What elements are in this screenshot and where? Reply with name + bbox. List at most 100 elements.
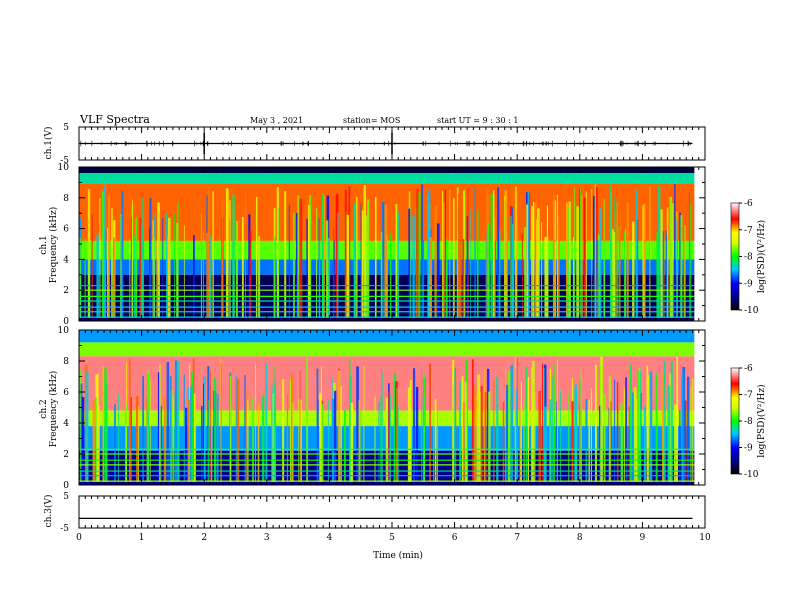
ch1-spectrogram-streak [467, 187, 469, 318]
ch1-spectrogram-streak [225, 188, 229, 318]
ch2-spectrogram-streak [220, 363, 222, 482]
start-time-label: start UT = 9 : 30 : 1 [437, 116, 518, 125]
ch1-spectrogram-streak [316, 208, 318, 318]
ch2-spectrogram-streak [523, 400, 525, 482]
ch1-spectrogram-streak [309, 195, 312, 318]
ch2-spectrogram-streak [275, 369, 276, 482]
ch2-spectrogram-streak [676, 356, 679, 482]
ch1-spectrogram-streak [296, 213, 299, 318]
ch1-spectrogram-streak [521, 233, 523, 318]
ch2-spectrogram-streak [580, 392, 582, 482]
ch1-spectrogram-streak [666, 236, 668, 318]
ch1-spectrogram-streak [614, 212, 617, 318]
ch2-spectrogram-streak [187, 399, 190, 482]
ch2-spectrogram-streak [669, 373, 672, 482]
ch1-spectrogram-streak [683, 226, 685, 318]
ch1-colorbar-tick-label: -8 [744, 253, 753, 263]
ch2-colorbar-tick-label: -8 [744, 417, 753, 427]
ch1-spectrogram-streak [395, 203, 397, 318]
ch2-spectrogram-streak [216, 393, 219, 482]
ch2-channel-label: ch.2 [39, 399, 49, 418]
ch2-spectrogram-streak [616, 381, 619, 482]
ch2-spectrogram-streak [350, 402, 354, 482]
ch2-spectrogram-y-tick-label: 4 [63, 419, 69, 429]
ch1-spectrogram-streak [676, 219, 678, 318]
ch1-spectrogram-streak [514, 186, 518, 318]
ch1-spectrogram-streak [557, 216, 560, 318]
ch1-spectrogram-streak [616, 201, 618, 318]
x-tick-label: 8 [577, 533, 583, 543]
ch2-spectrogram-streak [114, 404, 116, 482]
ch2-spectrogram-streak [684, 400, 687, 482]
ch2-spectrogram-streak [623, 388, 625, 482]
ch1-spectrogram-y-tick-label: 2 [63, 286, 69, 296]
ch1-spectrogram-streak [449, 189, 451, 318]
ch1-spectrogram-streak [510, 216, 512, 318]
ch1-spectrogram-y-tick-label: 4 [63, 255, 69, 265]
ch1-spectrogram-streak [360, 238, 362, 318]
ch2-spectrogram-streak [600, 356, 603, 482]
ch2-spectrogram-streak [343, 410, 346, 482]
ch2-spectrogram-streak [620, 403, 623, 482]
ch2-spectrogram-streak [507, 370, 511, 482]
x-tick-label: 3 [264, 533, 270, 543]
ch2-spectrogram-streak [568, 393, 570, 482]
ch2-spectrogram-streak [389, 394, 391, 482]
ch2-spectrogram-streak [273, 366, 275, 482]
ch1-spectrogram-streak [361, 210, 364, 318]
ch1-spectrogram-streak [344, 189, 347, 318]
ch1-spectrogram-streak [526, 204, 528, 318]
ch1-spectrogram-streak [611, 229, 614, 318]
ch2-spectrogram-streak [486, 368, 490, 482]
ch2-spectrogram-streak [610, 401, 612, 482]
ch2-spectrogram-streak [321, 404, 324, 482]
ch1-spectrogram-streak [200, 215, 203, 318]
ch2-spectrogram-streak [455, 367, 457, 482]
ch1-spectrogram-streak [669, 196, 673, 318]
ch1-spectrogram-streak [166, 213, 168, 318]
ch2-spectrogram-streak [514, 356, 516, 482]
ch1-spectrogram-streak [516, 220, 518, 318]
ch1-voltage-y-tick-label: -5 [60, 156, 69, 166]
ch1-spectrogram-streak [544, 236, 547, 318]
ch2-spectrogram-streak [588, 399, 590, 482]
ch1-spectrogram-streak [660, 209, 663, 318]
ch2-spectrogram-streak [150, 379, 151, 482]
ch2-spectrogram-streak [639, 370, 641, 482]
ch2-spectrogram-streak [542, 363, 543, 482]
ch1-spectrogram-streak [130, 216, 132, 318]
ch1-spectrogram-streak [537, 208, 540, 318]
ch2-spectrogram-streak [118, 393, 119, 482]
ch2-spectrogram-streak [290, 379, 292, 482]
ch2-spectrogram-streak [530, 367, 533, 482]
ch1-spectrogram-streak [532, 201, 535, 318]
ch2-spectrogram-streak [378, 402, 380, 482]
ch2-spectrogram-streak [662, 408, 665, 482]
ch2-spectrogram-streak [142, 376, 145, 482]
ch2-spectrogram-streak [631, 392, 635, 482]
ch1-spectrogram-streak [635, 189, 638, 318]
ch1-spectrogram-streak [643, 203, 646, 318]
station-label: station= MOS [343, 116, 400, 125]
ch1-spectrogram-streak [568, 201, 571, 318]
ch2-spectrogram-streak [236, 378, 240, 482]
ch1-spectrogram-streak [613, 231, 616, 318]
ch2-spectrogram-streak [637, 369, 640, 482]
ch2-spectrogram-streak [690, 386, 692, 482]
ch1-spectrogram-streak [132, 199, 134, 318]
ch1-spectrogram-streak [531, 205, 533, 318]
ch1-spectrogram-streak [459, 231, 462, 318]
ch2-spectrogram-streak [464, 381, 467, 482]
ch1-spectrogram-streak [142, 197, 144, 318]
ch1-spectrogram-streak [476, 209, 479, 318]
ch2-spectrogram-streak [663, 360, 666, 482]
ch2-spectrogram-streak [381, 371, 383, 482]
ch1-spectrogram-streak [661, 230, 665, 318]
ch2-spectrogram-streak [625, 377, 627, 482]
ch2-spectrogram-streak [556, 359, 558, 482]
ch1-spectrogram-streak [666, 207, 669, 318]
ch2-colorbar-tick-label: -6 [744, 364, 753, 374]
ch1-spectrogram-band [79, 167, 695, 174]
ch2-spectrogram-streak [471, 359, 474, 482]
ch1-spectrogram-streak [632, 221, 635, 318]
